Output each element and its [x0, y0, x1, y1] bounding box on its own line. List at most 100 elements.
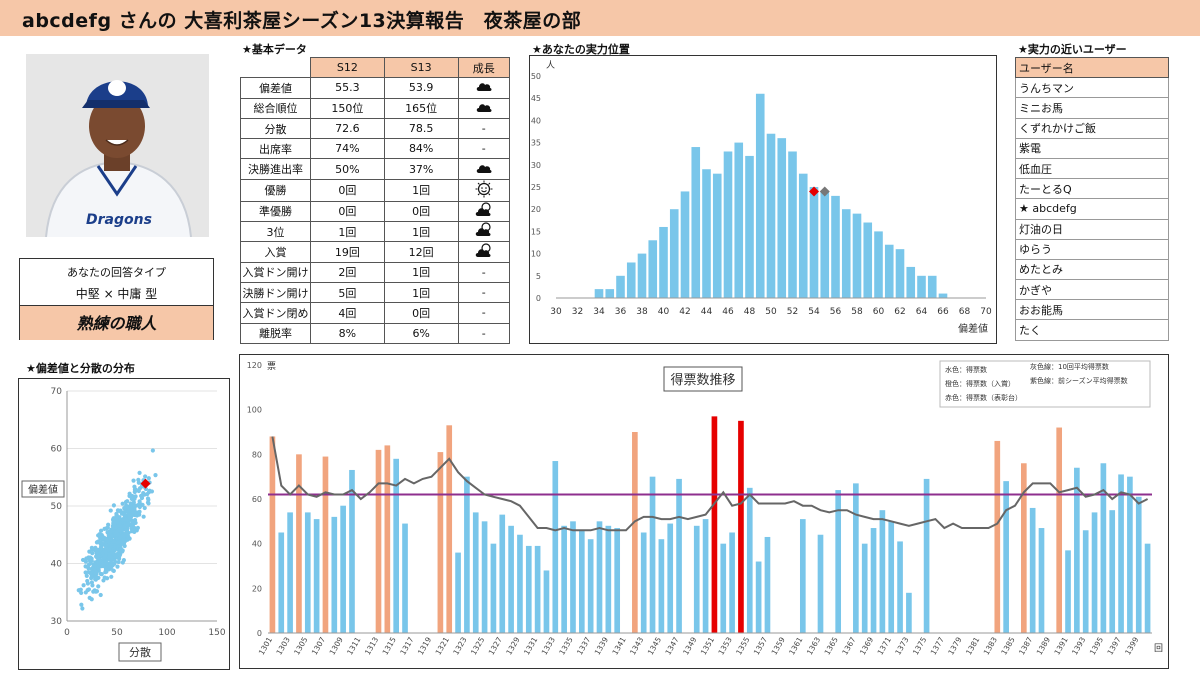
votes-bar: [269, 436, 276, 633]
votes-bar: [1029, 507, 1036, 633]
distribution-bar: [927, 275, 937, 298]
votes-bar: [702, 519, 709, 633]
scatter-point: [106, 522, 111, 527]
votes-xtick-label: 1343: [628, 635, 645, 656]
distribution-bar: [766, 133, 776, 298]
scatter-point: [111, 539, 117, 544]
distribution-heading: ★あなたの実力位置: [532, 43, 630, 56]
scatter-point: [87, 555, 92, 560]
scatter-xlabel: 分散: [129, 645, 151, 659]
votes-bar: [296, 454, 302, 633]
distribution-ytick-label: 5: [536, 272, 541, 281]
basic-row-growth: -: [457, 138, 511, 160]
votes-xtick-label: 1389: [1035, 635, 1052, 656]
partly-cloudy-icon: [457, 241, 511, 263]
answer-type-box: あなたの回答タイプ 中堅 × 中庸 型 熟練の職人: [19, 258, 214, 340]
partly-cloudy-icon: [457, 221, 511, 243]
votes-bar: [632, 432, 638, 633]
votes-xtick-label: 1393: [1070, 635, 1087, 656]
votes-bar: [1082, 530, 1089, 633]
scatter-point: [96, 584, 101, 589]
basic-row-label: 入賞: [240, 241, 311, 263]
basic-row-label: 入賞ドン開け: [240, 261, 311, 283]
basic-row: 準優勝 0回 0回: [240, 200, 511, 223]
distribution-bar: [874, 231, 883, 298]
votes-xtick-label: 1373: [893, 635, 910, 656]
basic-row-label: 偏差値: [240, 77, 311, 99]
answer-type-value: 中堅 × 中庸 型: [75, 287, 158, 301]
distribution-xtick-label: 46: [722, 307, 734, 317]
distribution-bar: [917, 275, 926, 298]
scatter-point: [104, 537, 109, 542]
scatter-ytick-label: 60: [51, 445, 63, 455]
scatter-point: [104, 545, 109, 550]
scatter-point: [137, 501, 142, 506]
votes-xtick-label: 1311: [345, 635, 362, 656]
scatter-point: [122, 543, 127, 549]
votes-bar: [587, 539, 594, 633]
scatter-point: [133, 494, 138, 499]
votes-xtick-label: 1375: [911, 635, 928, 656]
distribution-ytick-label: 30: [531, 161, 541, 170]
scatter-point: [99, 564, 104, 569]
votes-bar: [861, 543, 868, 633]
votes-xtick-label: 1329: [504, 635, 521, 656]
distribution-bar: [594, 289, 604, 298]
distribution-ytick-label: 0: [536, 294, 541, 303]
votes-bar: [455, 552, 461, 633]
votes-xtick-label: 1355: [734, 635, 751, 656]
scatter-point: [94, 550, 99, 556]
votes-bar: [331, 516, 338, 633]
basic-row-s13: 12回: [383, 241, 459, 263]
votes-bar: [720, 543, 727, 633]
votes-bar: [490, 543, 497, 633]
votes-bar: [384, 445, 391, 633]
distribution-ytick-label: 35: [531, 139, 541, 148]
scatter-heading: ★偏差値と分散の分布: [26, 362, 135, 375]
scatter-point: [79, 602, 84, 607]
scatter-point: [153, 472, 158, 478]
scatter-point: [112, 522, 117, 527]
scatter-xtick-label: 150: [208, 628, 225, 638]
votes-bar: [1144, 543, 1151, 633]
scatter-point: [93, 575, 98, 580]
basic-row-growth: -: [457, 322, 511, 344]
basic-row-label: 総合順位: [240, 97, 311, 119]
scatter-ylabel: 偏差値: [28, 483, 58, 496]
basic-col-blank: [240, 56, 311, 79]
basic-row-s13: 78.5: [383, 117, 459, 140]
votes-xtick-label: 1385: [999, 635, 1016, 656]
basic-data-heading: ★基本データ: [242, 43, 307, 56]
basic-row-s12: 74%: [310, 138, 385, 160]
basic-row-s12: 55.3: [310, 77, 385, 99]
distribution-bar: [809, 187, 819, 298]
scatter-point: [78, 587, 83, 592]
scatter-point: [114, 515, 119, 520]
distribution-ytick-label: 20: [531, 205, 541, 214]
votes-legend-entry: 橙色：得票数（入賞）: [945, 379, 1015, 388]
votes-bar: [552, 461, 559, 633]
distribution-xtick-label: 42: [679, 307, 690, 317]
basic-row-s13: 1回: [383, 281, 459, 304]
distribution-xtick-label: 34: [593, 307, 605, 317]
votes-bar: [578, 530, 585, 633]
basic-col-growth: 成長: [457, 56, 511, 79]
basic-row-label: 優勝: [240, 178, 311, 202]
basic-row-s12: 8%: [310, 322, 385, 344]
votes-10-average-line: [271, 436, 1149, 532]
votes-bar: [1003, 481, 1009, 633]
votes-bar: [755, 561, 762, 633]
basic-row: 優勝 0回 1回: [240, 178, 511, 202]
scatter-point: [102, 526, 107, 531]
votes-xtick-label: 1391: [1052, 635, 1069, 656]
votes-bar: [481, 521, 488, 633]
scatter-point: [139, 493, 144, 498]
scatter-point: [89, 558, 94, 563]
scatter-point: [98, 533, 103, 538]
scatter-point: [103, 566, 109, 571]
near-users-table: ユーザー名 うんちマン ミニお馬 くずれかけご飯 紫電 低血圧 たーとるQ ★ abcdef…: [1015, 56, 1169, 341]
votes-bar: [605, 525, 612, 633]
near-user-name: ミニお馬: [1015, 97, 1169, 119]
distribution-bar: [734, 142, 744, 298]
